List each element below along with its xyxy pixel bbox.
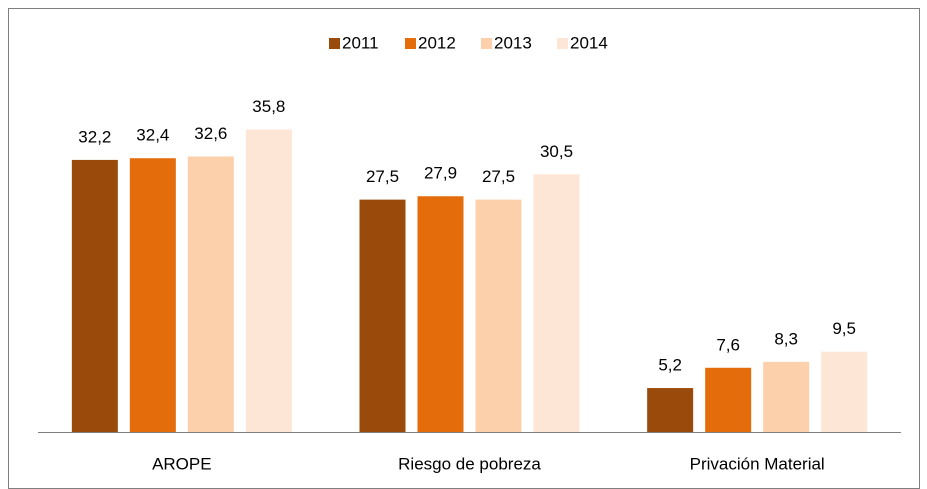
- legend-label: 2014: [570, 33, 608, 52]
- x-tick-label: AROPE: [152, 454, 212, 473]
- bar: [245, 129, 292, 433]
- legend-swatch: [405, 38, 416, 49]
- bar: [359, 199, 406, 432]
- bar: [821, 351, 868, 432]
- value-label: 5,2: [658, 356, 682, 375]
- legend-swatch: [481, 38, 492, 49]
- bar: [129, 158, 176, 432]
- bar: [647, 388, 694, 432]
- value-label: 9,5: [832, 319, 856, 338]
- value-label: 27,5: [366, 167, 399, 186]
- bar: [71, 159, 118, 432]
- bar: [533, 174, 580, 432]
- bar: [763, 361, 810, 432]
- value-label: 32,6: [194, 124, 227, 143]
- value-label: 32,4: [136, 126, 169, 145]
- value-label: 8,3: [774, 329, 798, 348]
- bar: [705, 367, 752, 432]
- x-tick-label: Privación Material: [690, 454, 825, 473]
- value-label: 32,2: [78, 127, 111, 146]
- bar: [187, 156, 234, 432]
- legend-label: 2012: [418, 33, 456, 52]
- legend-swatch: [557, 38, 568, 49]
- value-label: 30,5: [540, 142, 573, 161]
- x-tick-label: Riesgo de pobreza: [398, 454, 541, 473]
- legend-label: 2013: [494, 33, 532, 52]
- legend-label: 2011: [342, 33, 379, 52]
- bar: [417, 196, 464, 432]
- value-label: 7,6: [716, 335, 740, 354]
- legend-swatch: [329, 38, 340, 49]
- value-label: 35,8: [252, 97, 285, 116]
- value-label: 27,5: [482, 167, 515, 186]
- value-label: 27,9: [424, 164, 457, 183]
- bar: [475, 199, 522, 432]
